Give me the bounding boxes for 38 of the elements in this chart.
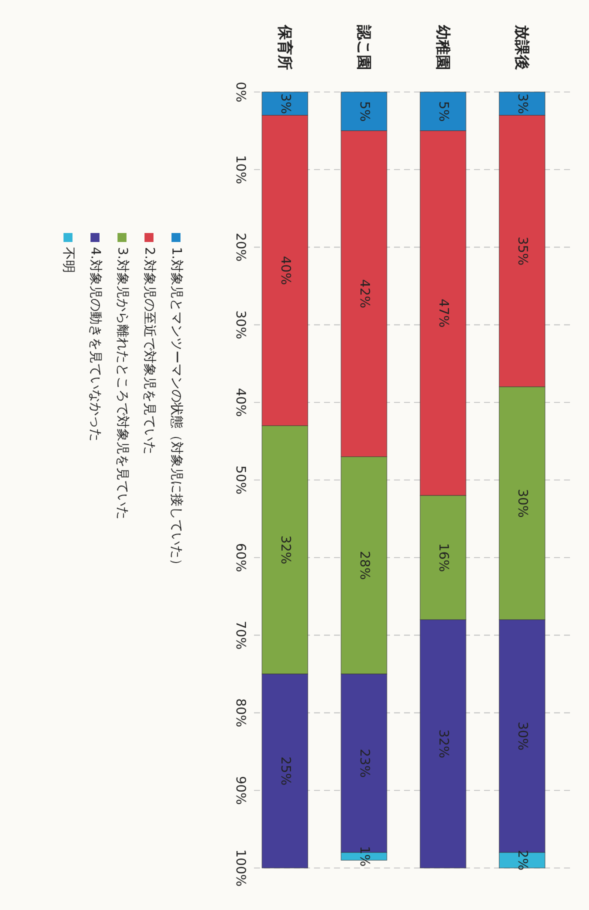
data-label: 3% xyxy=(514,93,530,114)
legend-label: 1.対象児とマンツーマンの状態（対象児に接していた） xyxy=(168,247,184,572)
data-label: 47% xyxy=(436,298,451,328)
y-tick-label: 0% xyxy=(232,82,248,102)
y-tick-label: 100% xyxy=(232,849,248,887)
data-label: 5% xyxy=(436,101,451,122)
y-tick-label: 10% xyxy=(232,155,248,184)
y-tick-label: 70% xyxy=(232,620,248,650)
y-tick-label: 40% xyxy=(232,388,248,417)
data-label: 35% xyxy=(514,236,530,266)
x-tick-label: 幼稚園 xyxy=(434,25,452,70)
data-label: 5% xyxy=(356,101,372,122)
data-label: 30% xyxy=(514,722,530,751)
y-tick-label: 60% xyxy=(232,543,248,572)
y-tick-label: 80% xyxy=(232,698,248,728)
data-label: 28% xyxy=(356,550,372,580)
x-tick-label: 保育所 xyxy=(276,24,294,70)
data-label: 42% xyxy=(356,279,372,308)
data-label: 16% xyxy=(436,543,451,572)
data-label: 23% xyxy=(356,748,372,778)
legend-label: 2.対象児の至近で対象児を見ていた xyxy=(142,247,158,454)
legend-label: 4.対象児の動きを見ていなかった xyxy=(88,247,104,442)
legend-label: 3.対象児から離れたところで対象児を見ていた xyxy=(114,247,130,520)
y-tick-label: 20% xyxy=(232,232,248,262)
y-tick-label: 50% xyxy=(232,466,248,494)
x-tick-label: 認こ園 xyxy=(354,24,373,70)
y-tick-label: 30% xyxy=(232,310,248,340)
data-label: 30% xyxy=(514,488,530,518)
data-label: 3% xyxy=(277,93,292,114)
data-label: 32% xyxy=(436,729,451,758)
y-tick-label: 90% xyxy=(232,776,248,805)
legend-label: 不明 xyxy=(60,247,76,273)
data-label: 25% xyxy=(277,756,292,786)
x-tick-label: 放課後 xyxy=(513,24,532,70)
data-label: 32% xyxy=(277,535,292,564)
data-label: 40% xyxy=(277,256,292,285)
data-label: 1% xyxy=(356,846,372,867)
data-label: 2% xyxy=(514,850,530,871)
